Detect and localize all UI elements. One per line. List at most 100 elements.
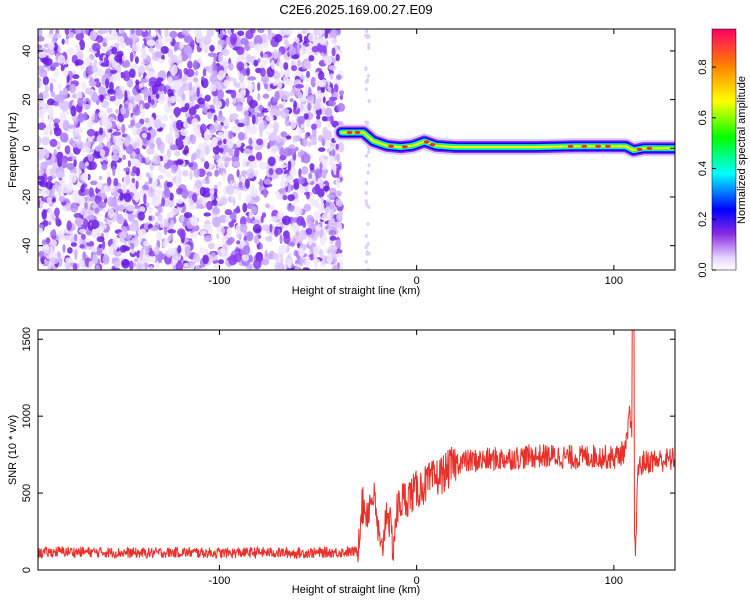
noise-speck [57, 251, 61, 260]
noise-speck [196, 87, 200, 98]
noise-speck [113, 31, 118, 41]
noise-speck [216, 115, 226, 122]
noise-speck [88, 260, 93, 270]
snr-y-label: SNR (10 * v/v) [7, 415, 19, 485]
noise-speck [236, 46, 245, 56]
noise-speck [51, 239, 58, 247]
noise-speck [175, 170, 184, 178]
noise-speck [91, 161, 96, 170]
noise-speck [122, 54, 127, 62]
noise-speck [237, 122, 245, 128]
noise-speck [139, 228, 147, 237]
noise-speck [218, 259, 224, 265]
noise-speck [315, 98, 323, 103]
noise-speck [264, 83, 268, 90]
noise-speck [333, 83, 339, 94]
noise-speck [138, 72, 142, 78]
noise-speck [239, 223, 248, 233]
noise-speck [169, 144, 179, 151]
noise-speck [217, 89, 224, 100]
noise-speck [47, 221, 52, 226]
noise-speck [60, 64, 65, 72]
noise-speck [257, 29, 264, 32]
noise-speck [217, 70, 226, 80]
noise-speck [232, 160, 241, 168]
noise-speck [364, 67, 368, 72]
noise-speck [57, 257, 63, 267]
noise-speck [155, 93, 160, 99]
noise-speck [121, 123, 126, 134]
noise-speck [53, 127, 62, 137]
noise-speck [263, 187, 268, 198]
noise-speck [46, 98, 55, 106]
noise-speck [156, 58, 165, 64]
noise-speck [140, 157, 147, 164]
noise-speck [67, 247, 73, 254]
noise-speck [162, 154, 168, 164]
noise-speck [279, 234, 283, 245]
noise-speck [164, 36, 173, 44]
noise-speck [153, 178, 158, 187]
noise-speck [328, 65, 337, 71]
noise-speck [194, 179, 203, 189]
noise-speck [269, 223, 273, 233]
noise-speck [112, 134, 121, 145]
noise-speck [307, 102, 311, 112]
noise-speck [240, 37, 249, 45]
noise-speck [106, 176, 112, 186]
noise-speck [131, 221, 140, 232]
noise-speck [41, 188, 50, 197]
noise-speck [86, 215, 94, 220]
noise-speck [57, 83, 62, 90]
noise-speck [39, 181, 49, 188]
noise-speck [303, 58, 310, 69]
noise-speck [267, 29, 272, 34]
snr-frame [37, 329, 676, 571]
noise-speck [223, 79, 231, 87]
noise-speck [217, 140, 223, 146]
noise-speck [290, 184, 294, 191]
noise-speck [286, 245, 290, 254]
noise-speck [107, 196, 115, 207]
noise-speck [248, 137, 253, 145]
noise-speck [84, 29, 90, 35]
noise-speck [70, 242, 77, 247]
noise-speck [244, 149, 253, 154]
noise-speck [82, 251, 87, 262]
noise-speck [308, 86, 312, 97]
noise-speck [224, 209, 233, 216]
noise-speck [365, 153, 369, 158]
noise-speck [202, 68, 207, 77]
noise-speck [257, 146, 262, 151]
noise-speck [161, 197, 166, 207]
noise-speck [212, 145, 220, 155]
noise-speck [317, 81, 322, 87]
noise-speck [143, 193, 147, 205]
noise-speck [107, 54, 117, 63]
noise-speck [121, 181, 128, 188]
colorbar-gradient [711, 28, 737, 271]
noise-speck [206, 200, 213, 211]
noise-speck [46, 123, 55, 130]
noise-speck [94, 78, 100, 83]
noise-speck [108, 29, 112, 35]
noise-speck [240, 89, 246, 98]
noise-speck [39, 80, 43, 87]
noise-speck [133, 141, 140, 148]
noise-speck [207, 111, 213, 120]
noise-speck [335, 53, 340, 62]
noise-speck [329, 142, 335, 148]
noise-speck [198, 56, 202, 65]
noise-speck [43, 245, 50, 251]
noise-speck [105, 78, 109, 89]
noise-speck [216, 233, 220, 240]
noise-speck [157, 175, 164, 180]
noise-speck [87, 153, 94, 162]
noise-speck [222, 243, 228, 250]
noise-speck [75, 43, 81, 52]
noise-speck [91, 64, 98, 73]
noise-speck [299, 256, 304, 267]
noise-speck [367, 45, 371, 50]
noise-speck [253, 169, 259, 177]
noise-speck [309, 163, 315, 171]
